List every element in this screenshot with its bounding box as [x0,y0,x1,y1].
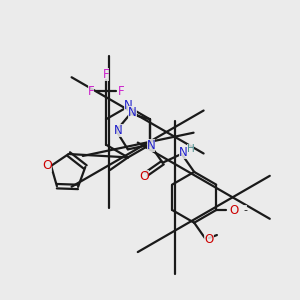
Text: F: F [118,85,124,98]
Text: -: - [243,205,247,215]
Text: N: N [114,124,123,137]
Text: H: H [187,144,194,154]
Text: O: O [140,169,149,183]
Text: O: O [230,203,239,217]
Text: N: N [128,106,137,119]
Text: O: O [42,159,52,172]
Text: N: N [179,146,188,159]
Text: F: F [88,85,94,98]
Text: F: F [103,68,109,81]
Text: O: O [204,232,214,245]
Text: N: N [147,139,155,152]
Text: N: N [124,99,132,112]
